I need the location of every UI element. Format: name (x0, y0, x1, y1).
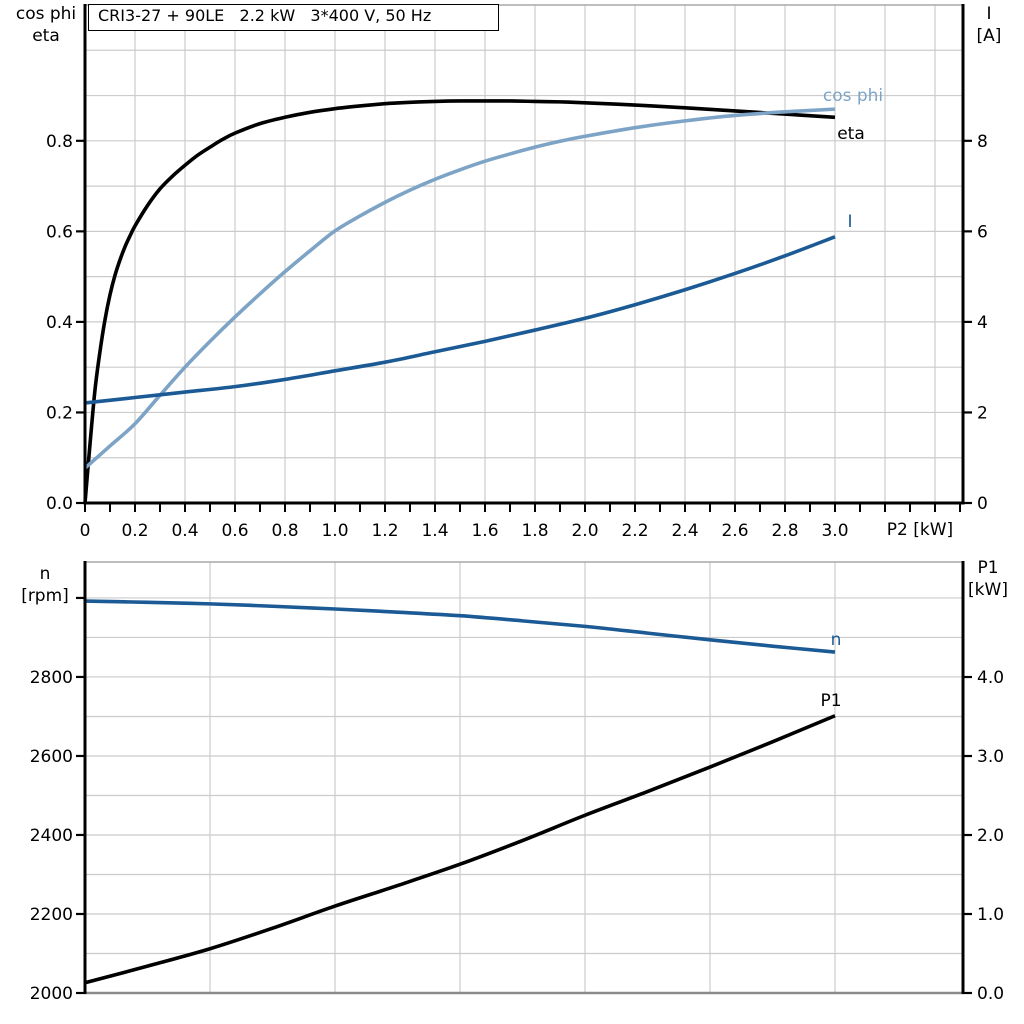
right-axis-tick-label: 6 (977, 222, 988, 242)
right-axis-title-line2: [A] (976, 26, 1002, 46)
x-axis-tick-label: 1.2 (371, 521, 398, 541)
chart-title-box: CRI3-27 + 90LE 2.2 kW 3*400 V, 50 Hz (88, 4, 499, 31)
n-curve (84, 599, 836, 654)
cos_phi-curve-label: cos phi (823, 86, 883, 106)
right-axis-tick-label: 0.0 (977, 984, 1004, 1004)
x-axis-tick-label: 1.6 (471, 521, 498, 541)
x-axis-tick-label: 0.8 (271, 521, 298, 541)
bottom-right-axis-title: P1 [kW] (957, 557, 1019, 601)
x-axis-tick-label: 0 (80, 521, 91, 541)
x-axis-tick-label: 2.6 (721, 521, 748, 541)
left-axis-tick-label: 2000 (30, 984, 73, 1004)
left-axis-tick-label: 2600 (30, 747, 73, 767)
right-axis-tick-label: 2 (977, 403, 988, 423)
right-axis-tick-label: 4 (977, 313, 988, 333)
x-axis-tick-label: 0.4 (171, 521, 198, 541)
x-axis-tick-label: 0.6 (221, 521, 248, 541)
p1-axis-title-line1: P1 (977, 558, 999, 578)
right-axis-tick-label: 0 (977, 494, 988, 514)
I-curve (84, 235, 836, 405)
left-axis-tick-label: 0.2 (46, 403, 73, 423)
x-axis-tick-label: 2.8 (771, 521, 798, 541)
right-axis-tick-label: 2.0 (977, 826, 1004, 846)
left-axis-tick-label: 0.0 (46, 494, 73, 514)
x-axis-tick-label: 2.2 (621, 521, 648, 541)
rpm-axis-title-line1: n (39, 564, 51, 584)
P1-curve (84, 714, 836, 985)
right-axis-tick-label: 4.0 (977, 668, 1004, 688)
left-axis-tick-label: 2400 (30, 826, 73, 846)
eta-curve (83, 99, 836, 504)
right-axis-tick-label: 1.0 (977, 905, 1004, 925)
x-axis-tick-label: 1.0 (321, 521, 348, 541)
top-left-axis-title: cos phi eta (6, 3, 86, 47)
left-axis-title-line1: cos phi (15, 4, 77, 24)
left-axis-tick-label: 0.6 (46, 222, 73, 242)
bottom-left-axis-title: n [rpm] (4, 563, 86, 607)
x-axis-tick-label: 2.0 (571, 521, 598, 541)
top-right-axis-title: I [A] (961, 3, 1017, 47)
left-axis-tick-label: 2200 (30, 905, 73, 925)
chart-title: CRI3-27 + 90LE 2.2 kW 3*400 V, 50 Hz (98, 6, 432, 25)
left-axis-tick-label: 0.8 (46, 132, 73, 152)
x-axis-tick-label: 1.8 (521, 521, 548, 541)
right-axis-tick-label: 3.0 (977, 747, 1004, 767)
I-curve-label: I (847, 212, 852, 232)
cos_phi-curve (83, 107, 836, 470)
n-curve-label: n (831, 630, 842, 650)
left-axis-title-line2: eta (32, 26, 60, 46)
right-axis-tick-label: 8 (977, 132, 988, 152)
left-axis-tick-label: 0.4 (46, 313, 73, 333)
rpm-axis-title-line2: [rpm] (21, 586, 69, 606)
x-axis-tick-label: 3.0 (821, 521, 848, 541)
x-axis-tick-label: 0.2 (121, 521, 148, 541)
right-axis-title-line1: I (986, 4, 992, 24)
P1-curve-label: P1 (820, 691, 841, 711)
x-axis-tick-label: 2.4 (671, 521, 698, 541)
x-axis-tick-label: 1.4 (421, 521, 448, 541)
x-axis-title: P2 [kW] (886, 520, 954, 540)
p1-axis-title-line2: [kW] (968, 580, 1008, 600)
eta-curve-label: eta (837, 124, 865, 144)
left-axis-tick-label: 2800 (30, 668, 73, 688)
